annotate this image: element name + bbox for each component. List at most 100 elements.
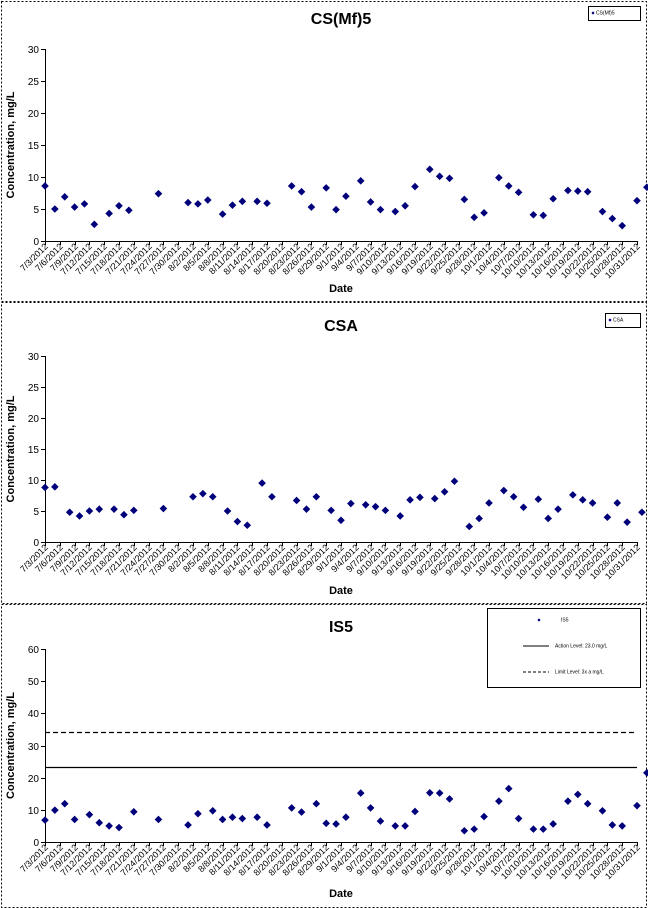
- data-point: [416, 493, 424, 502]
- data-point: [514, 814, 523, 823]
- data-point: [268, 492, 276, 501]
- data-point: [529, 210, 538, 219]
- data-point: [70, 815, 79, 824]
- legend-marker: [537, 618, 541, 622]
- data-point: [312, 799, 321, 808]
- data-point: [75, 512, 84, 520]
- data-point: [598, 806, 607, 815]
- data-point: [194, 809, 202, 818]
- y-tick-label: 50: [28, 677, 40, 688]
- data-point: [342, 192, 350, 200]
- data-point: [332, 205, 340, 214]
- data-point: [430, 494, 439, 503]
- chart-panel-border: [1, 302, 647, 604]
- chart-title: CSA: [324, 318, 358, 335]
- data-point: [406, 496, 414, 504]
- y-tick-label: 15: [28, 141, 40, 152]
- data-point: [564, 797, 572, 805]
- data-point: [588, 499, 597, 507]
- y-tick-label: 10: [28, 476, 40, 487]
- legend-label: CS(Mf)5: [596, 11, 615, 17]
- data-point: [327, 506, 335, 515]
- data-point: [539, 825, 548, 833]
- data-point: [41, 483, 49, 492]
- data-point: [396, 512, 404, 520]
- data-point: [238, 197, 247, 206]
- data-point: [105, 822, 113, 830]
- data-point: [500, 486, 508, 495]
- y-tick-label: 5: [33, 507, 39, 518]
- data-point: [465, 522, 474, 531]
- data-point: [426, 788, 434, 797]
- data-point: [105, 209, 113, 218]
- data-point: [426, 165, 434, 174]
- x-axis-title: Date: [329, 585, 353, 597]
- data-point: [613, 499, 622, 507]
- data-point: [485, 499, 493, 507]
- data-point: [564, 186, 572, 195]
- data-point: [583, 799, 592, 808]
- y-tick-label: 25: [28, 77, 40, 88]
- data-point: [115, 202, 123, 210]
- data-point: [549, 194, 557, 203]
- data-point: [549, 820, 557, 828]
- data-point: [460, 826, 469, 835]
- data-point: [391, 822, 400, 830]
- chart-3: IS501020304050607/3/20127/6/20127/9/2012…: [1, 604, 648, 908]
- data-point: [643, 183, 648, 192]
- data-point: [608, 821, 617, 829]
- data-point: [41, 182, 49, 190]
- data-point: [297, 808, 306, 816]
- data-point: [574, 187, 582, 195]
- data-point: [194, 200, 202, 208]
- data-point: [435, 172, 444, 181]
- data-point: [41, 816, 49, 824]
- data-point: [189, 492, 197, 501]
- data-point: [371, 502, 380, 511]
- y-tick-label: 60: [28, 645, 40, 656]
- data-point: [159, 504, 168, 513]
- data-point: [184, 198, 192, 207]
- data-point: [480, 209, 488, 217]
- data-point: [623, 518, 631, 526]
- data-point: [110, 505, 118, 513]
- y-tick-label: 20: [28, 414, 40, 425]
- data-point: [376, 205, 385, 214]
- data-point: [228, 813, 237, 822]
- data-point: [519, 503, 528, 512]
- data-point: [608, 214, 617, 223]
- data-point: [263, 199, 271, 208]
- y-tick-label: 40: [28, 709, 40, 720]
- legend-box: [487, 608, 641, 688]
- data-point: [90, 220, 99, 229]
- data-point: [307, 203, 316, 211]
- data-point: [258, 479, 266, 487]
- data-point: [85, 507, 94, 515]
- y-tick-label: 5: [33, 205, 39, 216]
- data-point: [95, 505, 104, 513]
- data-point: [115, 823, 123, 832]
- data-point: [401, 202, 409, 210]
- chart-panel-border: [1, 1, 647, 302]
- data-point: [322, 819, 330, 828]
- data-point: [470, 825, 478, 833]
- data-point: [80, 200, 89, 208]
- data-point: [401, 822, 409, 830]
- data-point: [435, 789, 444, 797]
- data-point: [411, 182, 419, 191]
- data-point: [638, 508, 646, 517]
- data-point: [218, 815, 227, 824]
- data-point: [445, 174, 454, 183]
- data-point: [529, 825, 538, 833]
- data-point: [154, 189, 163, 198]
- data-point: [208, 492, 217, 501]
- data-point: [287, 804, 296, 812]
- data-point: [356, 789, 365, 797]
- data-point: [381, 506, 390, 515]
- data-point: [504, 182, 513, 190]
- data-point: [470, 213, 478, 222]
- data-point: [569, 491, 577, 499]
- data-point: [633, 196, 641, 205]
- data-point: [95, 818, 104, 827]
- data-point: [514, 188, 523, 197]
